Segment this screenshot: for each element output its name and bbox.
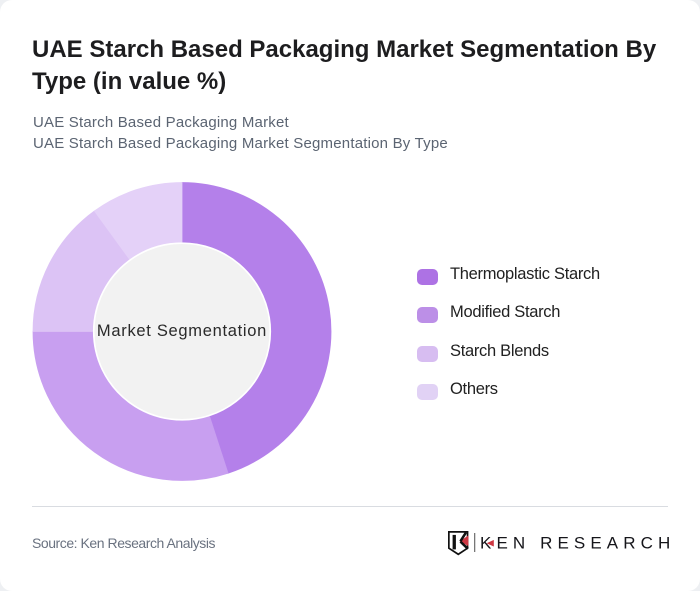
- svg-text:KEN RESEARCH: KEN RESEARCH: [480, 534, 675, 553]
